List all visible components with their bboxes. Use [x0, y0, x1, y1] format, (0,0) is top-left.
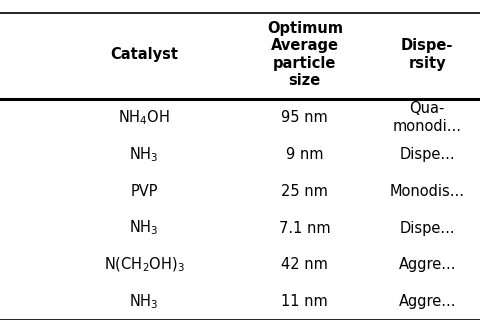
Text: 11 nm: 11 nm: [281, 294, 328, 309]
Text: NH$_3$: NH$_3$: [130, 219, 158, 237]
Text: PVP: PVP: [130, 184, 158, 199]
Text: N(CH$_2$OH)$_3$: N(CH$_2$OH)$_3$: [104, 256, 184, 274]
Text: Aggre...: Aggre...: [398, 257, 456, 272]
Text: Optimum
Average
particle
size: Optimum Average particle size: [267, 21, 343, 88]
Text: Aggre...: Aggre...: [398, 294, 456, 309]
Text: NH$_4$OH: NH$_4$OH: [118, 108, 170, 127]
Text: 42 nm: 42 nm: [281, 257, 328, 272]
Text: Qua-
monodi...: Qua- monodi...: [393, 101, 462, 134]
Text: Dispe-
rsity: Dispe- rsity: [401, 38, 454, 71]
Text: Dispe...: Dispe...: [399, 220, 455, 236]
Text: 9 nm: 9 nm: [286, 147, 324, 162]
Text: Catalyst: Catalyst: [110, 47, 178, 62]
Text: NH$_3$: NH$_3$: [130, 145, 158, 164]
Text: 25 nm: 25 nm: [281, 184, 328, 199]
Text: Monodis...: Monodis...: [390, 184, 465, 199]
Text: Dispe...: Dispe...: [399, 147, 455, 162]
Text: 95 nm: 95 nm: [281, 110, 328, 125]
Text: NH$_3$: NH$_3$: [130, 292, 158, 311]
Text: 7.1 nm: 7.1 nm: [279, 220, 331, 236]
